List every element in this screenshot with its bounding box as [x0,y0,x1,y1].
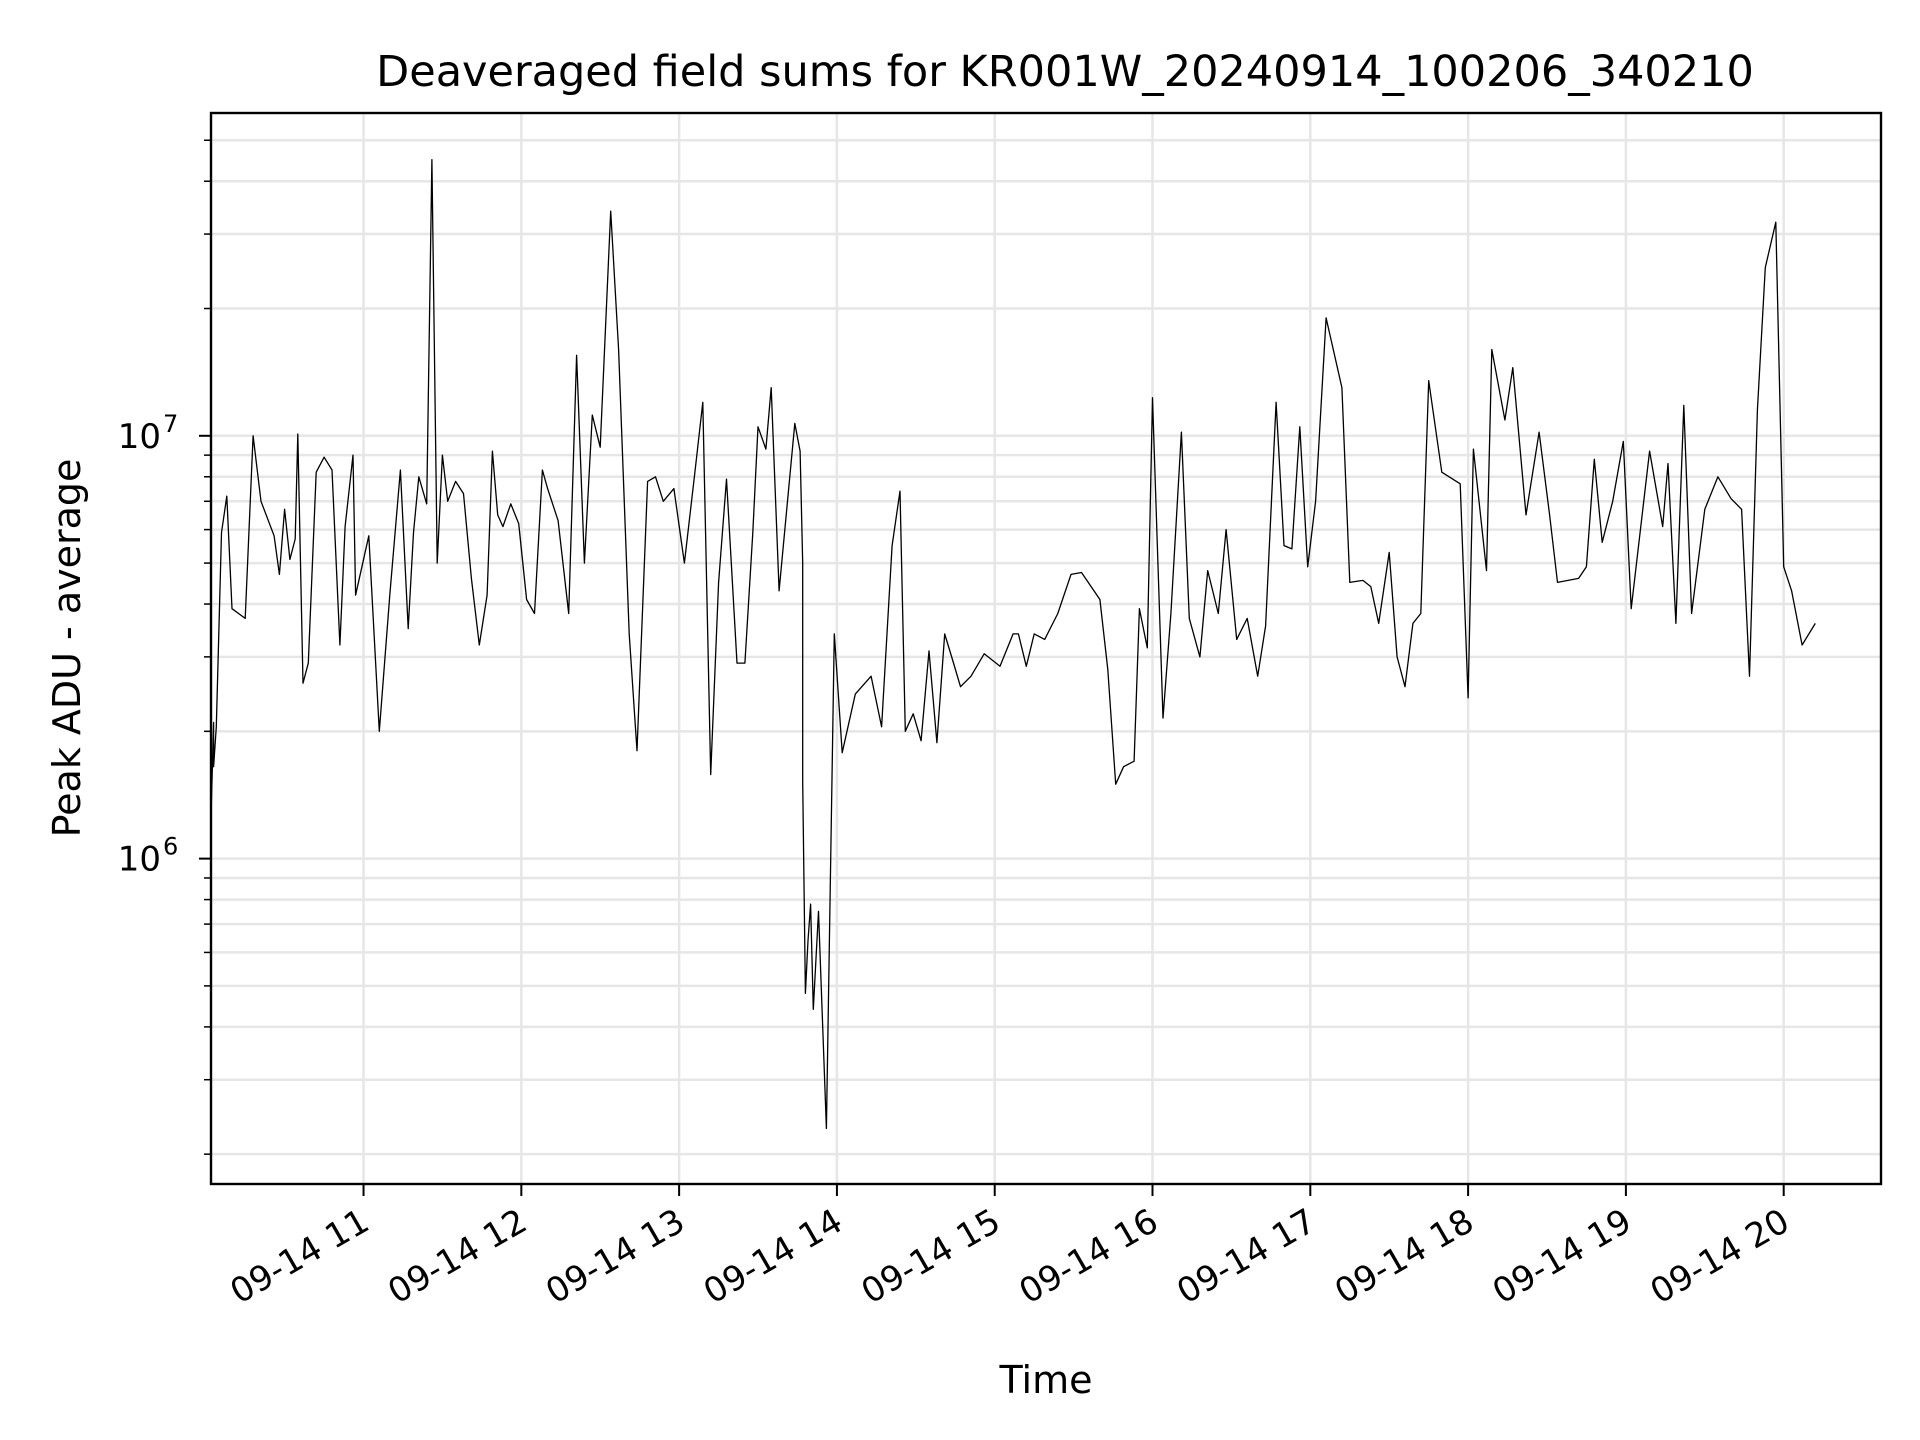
y-tick-label-base: 10 [118,840,161,880]
x-tick-label: 09-14 14 [697,1201,849,1312]
x-tick-label: 09-14 12 [381,1201,533,1312]
x-tick-label: 09-14 19 [1486,1201,1638,1312]
y-axis-label: Peak ADU - average [45,459,89,838]
x-tick-label: 09-14 18 [1328,1201,1480,1312]
plot-frame [209,111,1883,1186]
chart-title: Deaveraged field sums for KR001W_2024091… [376,47,1754,97]
x-tick-label: 09-14 15 [855,1201,1007,1312]
y-tick-label-base: 10 [118,417,161,457]
x-tick-label: 09-14 11 [224,1201,376,1312]
x-tick-label: 09-14 13 [539,1201,691,1312]
y-tick-label-exponent: 6 [163,833,178,861]
x-tick-label: 09-14 16 [1013,1201,1165,1312]
x-tick-label: 09-14 20 [1644,1201,1796,1312]
y-tick-label-exponent: 7 [163,410,178,438]
grid-lines [211,113,1881,1184]
x-axis-label: Time [999,1358,1093,1402]
x-tick-label: 09-14 17 [1170,1201,1322,1312]
series-layer [211,158,1816,1130]
axis-ticks: 09-14 11 09-14 12 09-14 13 09-14 14 09-14 15… [118,139,1796,1312]
data-series-line [211,158,1816,1130]
